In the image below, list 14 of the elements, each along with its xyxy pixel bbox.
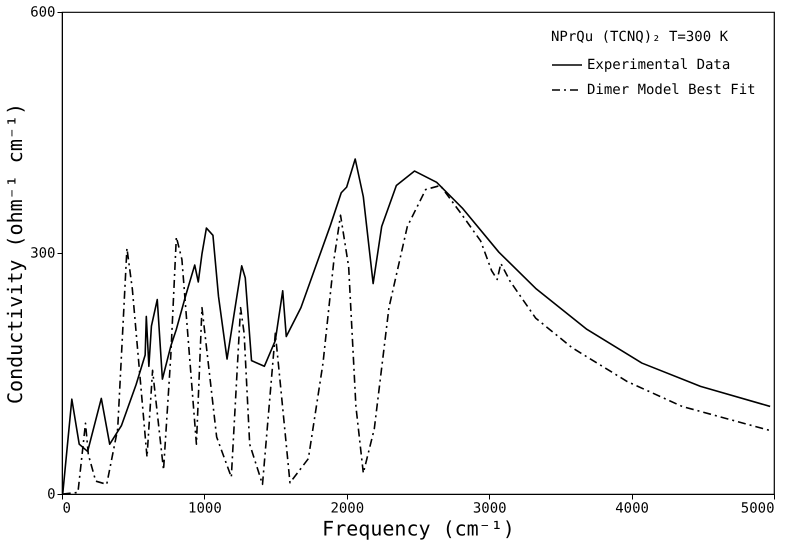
x-tick-label: 1000 [188, 500, 222, 516]
x-tick-label: 2000 [330, 500, 364, 516]
y-axis-title: Conductivity (ohm⁻¹ cm⁻¹) [3, 102, 28, 404]
x-tick-label: 0 [62, 500, 71, 516]
x-tick-label: 3000 [472, 500, 507, 516]
legend-label: Experimental Data [587, 57, 730, 73]
x-tick-label: 5000 [740, 500, 774, 516]
legend-label: Dimer Model Best Fit [587, 82, 756, 98]
y-tick-label: 0 [47, 486, 56, 502]
legend-title: NPrQu (TCNQ)₂ T=300 K [551, 29, 729, 45]
y-tick-label: 300 [30, 246, 56, 262]
x-axis-title: Frequency (cm⁻¹) [322, 516, 515, 540]
x-tick-label: 4000 [615, 500, 649, 516]
y-tick-label: 600 [30, 4, 56, 20]
